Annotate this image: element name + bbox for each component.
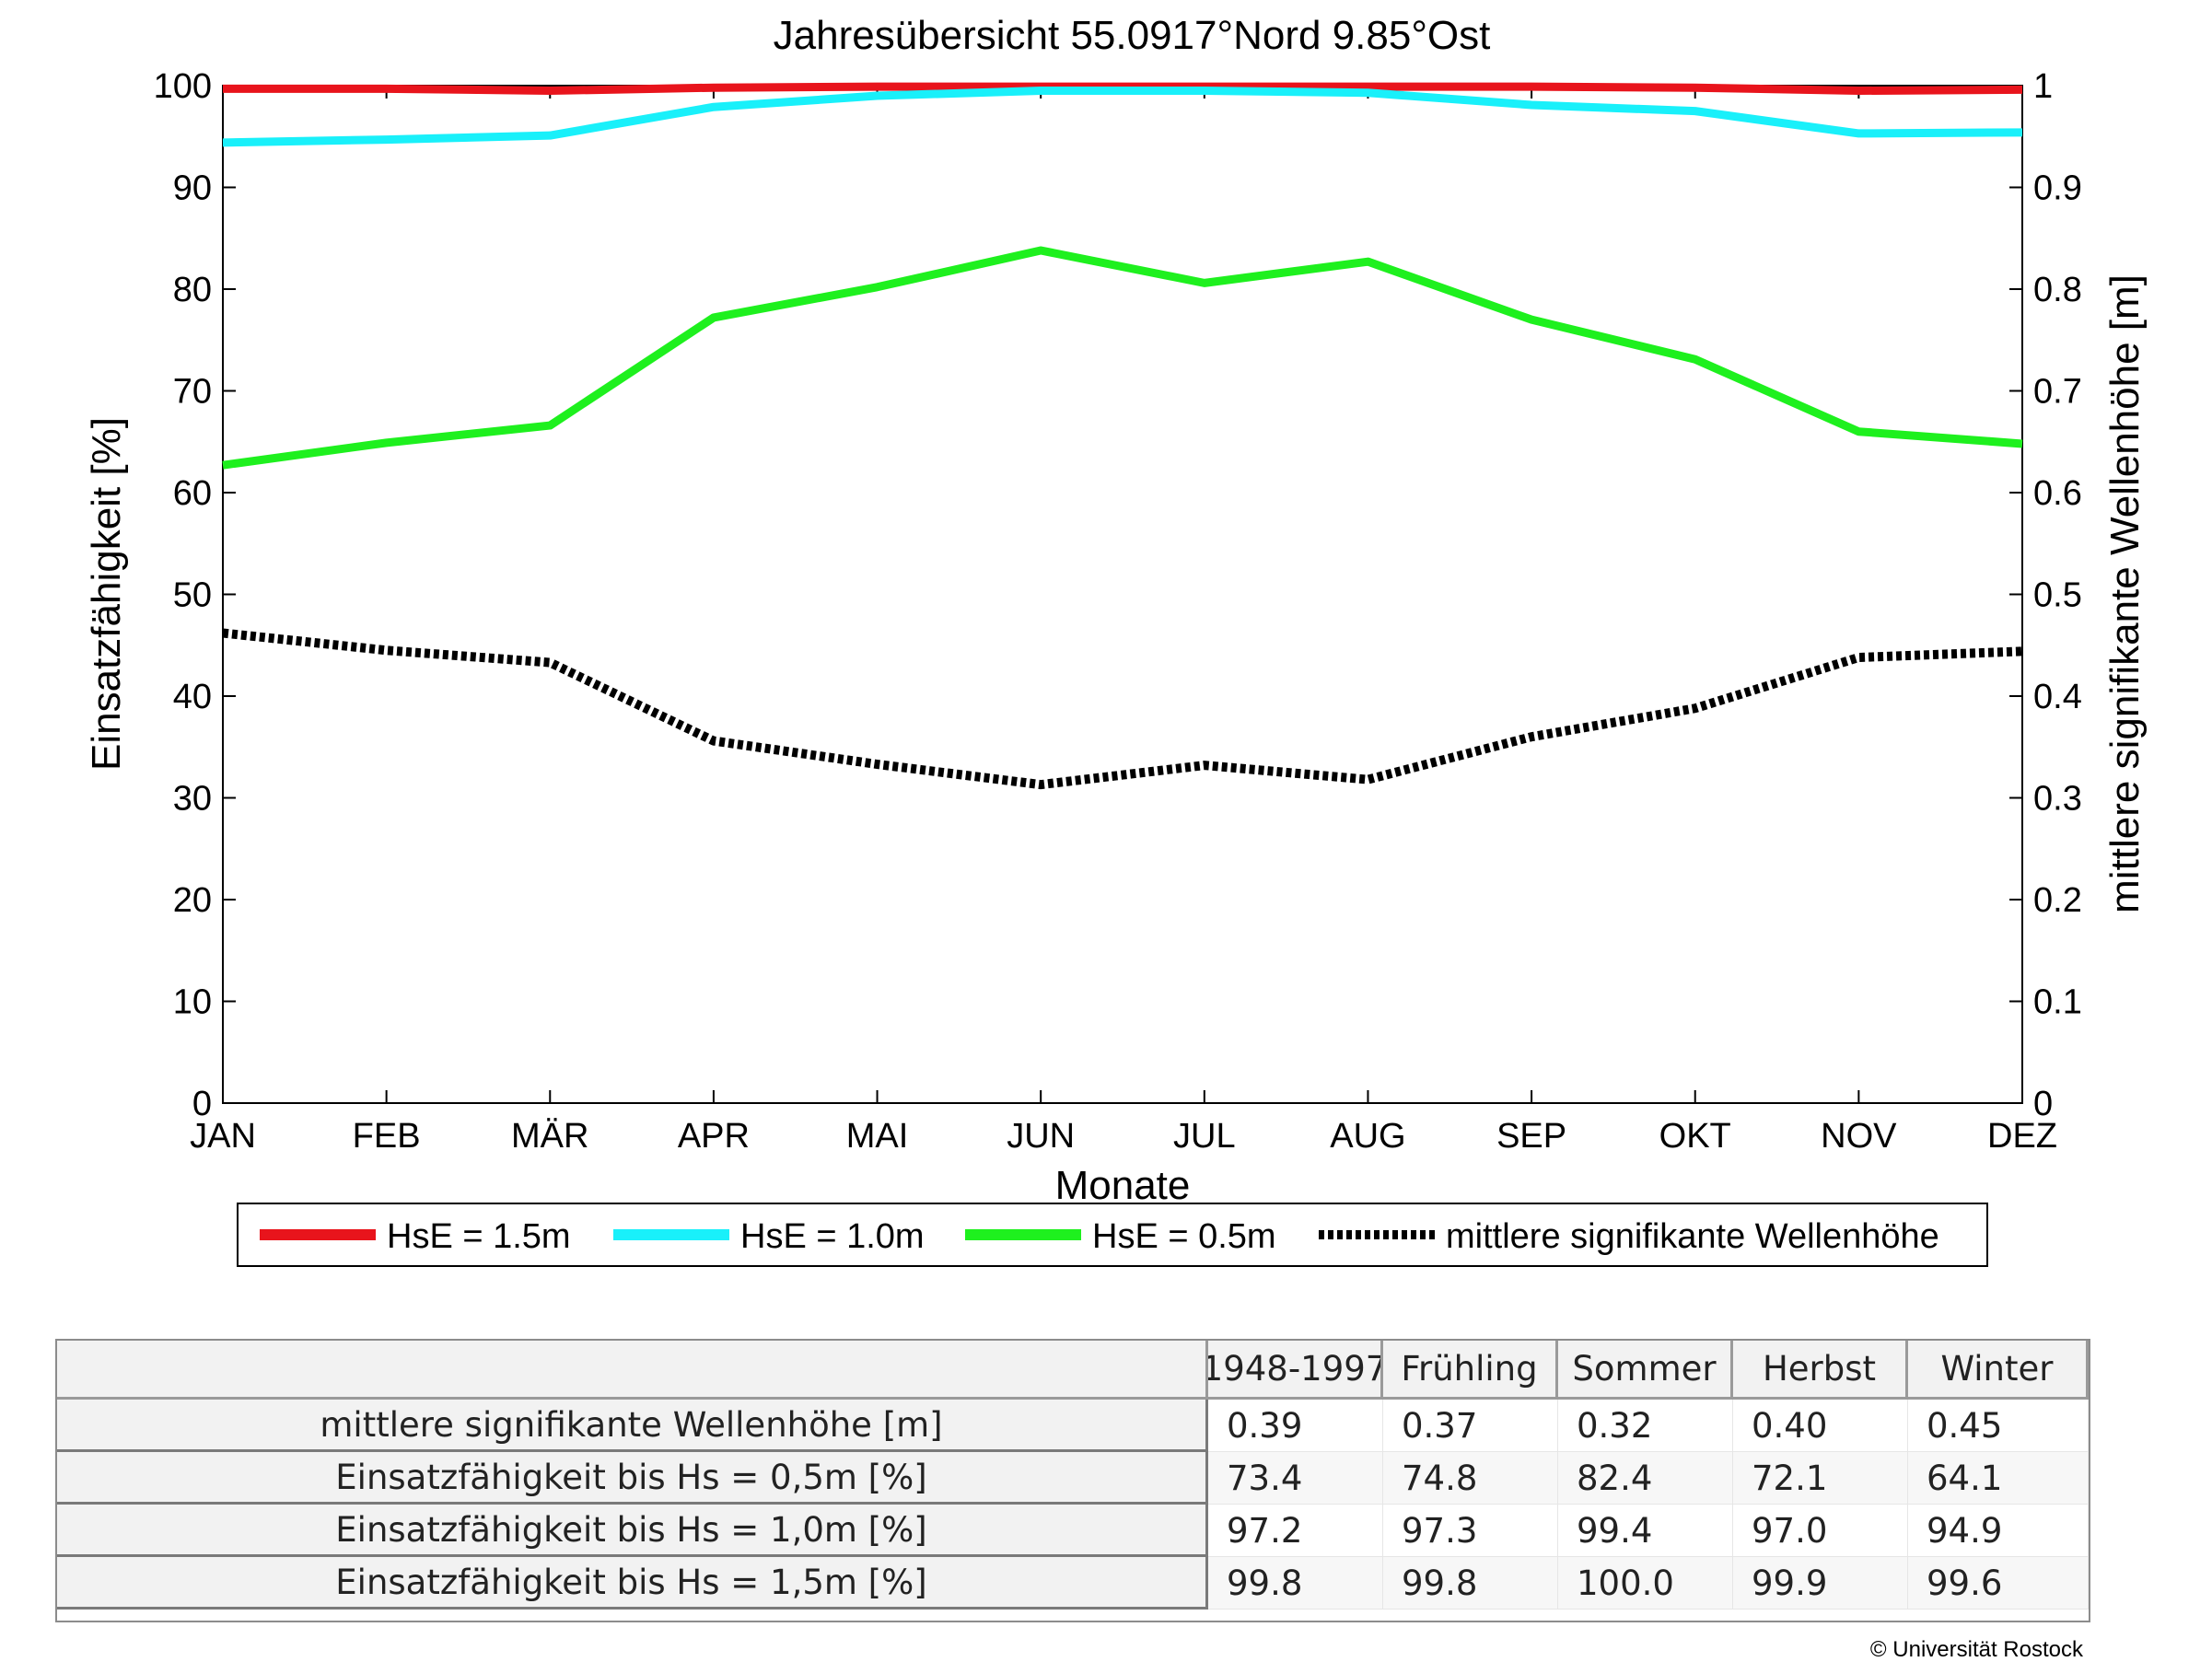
- table-cell: 0.39: [1208, 1400, 1383, 1452]
- x-tick-label: JUN: [1007, 1117, 1075, 1156]
- y-tick-label-left: 30: [173, 780, 212, 819]
- table-cell: 0.32: [1558, 1400, 1733, 1452]
- y-tick-label-right: 0.9: [2033, 169, 2082, 208]
- table-row: mittlere signifikante Wellenhöhe [m] 0.3…: [57, 1400, 2089, 1452]
- copyright-note: © Universität Rostock: [1869, 1637, 2083, 1662]
- table-cell: 100.0: [1558, 1557, 1733, 1610]
- x-tick-label: FEB: [353, 1117, 421, 1156]
- table-row-label: Einsatzfähigkeit bis Hs = 0,5m [%]: [57, 1452, 1208, 1505]
- table-cell: 64.1: [1908, 1452, 2089, 1505]
- table-header-cell: Sommer: [1558, 1341, 1733, 1400]
- table-row-label: mittlere signifikante Wellenhöhe [m]: [57, 1400, 1208, 1452]
- x-tick-label: JUL: [1173, 1117, 1236, 1156]
- x-axis-label: Monate: [1055, 1163, 1191, 1208]
- x-tick-label: MÄR: [511, 1117, 588, 1156]
- x-tick-label: OKT: [1659, 1117, 1731, 1156]
- table-cell: 99.4: [1558, 1505, 1733, 1557]
- table-cell: 99.9: [1733, 1557, 1908, 1610]
- table-cell: 74.8: [1383, 1452, 1558, 1505]
- table-cell: 99.8: [1208, 1557, 1383, 1610]
- series-line: [222, 628, 2023, 790]
- legend: [237, 1203, 1988, 1267]
- table-cell: 97.0: [1733, 1505, 1908, 1557]
- legend-item: HsE = 1.0m: [740, 1217, 925, 1256]
- x-tick-label: MAI: [846, 1117, 909, 1156]
- y-tick-label-left: 20: [173, 881, 212, 920]
- y-tick-label-left: 80: [173, 271, 212, 309]
- y-tick-label-left: 50: [173, 576, 212, 615]
- y-tick-label-right: 0.6: [2033, 474, 2082, 513]
- chart: 0 10 20 30 40 50 60 70 80 90 100 0 0.1 0.2 0.3 0.4 0.5 0.…: [84, 13, 2148, 1267]
- table-header-row: 1948-1997 Frühling Sommer Herbst Winter: [57, 1341, 2089, 1400]
- table-row: Einsatzfähigkeit bis Hs = 0,5m [%] 73.4 …: [57, 1452, 2089, 1505]
- y-tick-label-right: 1: [2033, 67, 2053, 106]
- table-cell: 72.1: [1733, 1452, 1908, 1505]
- table-header-cell: Winter: [1908, 1341, 2089, 1400]
- table-row-label: Einsatzfähigkeit bis Hs = 1,0m [%]: [57, 1505, 1208, 1557]
- y-tick-label-right: 0.4: [2033, 678, 2082, 716]
- table-cell: 82.4: [1558, 1452, 1733, 1505]
- summary-table: 1948-1997 Frühling Sommer Herbst Winter …: [55, 1339, 2090, 1622]
- table-cell: 97.2: [1208, 1505, 1383, 1557]
- y-tick-label-right: 0: [2033, 1085, 2053, 1123]
- x-tick-label: SEP: [1496, 1117, 1566, 1156]
- legend-item: mittlere signifikante Wellenhöhe: [1446, 1217, 1939, 1256]
- table-cell: 94.9: [1908, 1505, 2089, 1557]
- y-tick-label-right: 0.7: [2033, 373, 2082, 412]
- table-cell: 0.40: [1733, 1400, 1908, 1452]
- y-tick-label-right: 0.3: [2033, 780, 2082, 819]
- x-tick-label: APR: [678, 1117, 750, 1156]
- y-axis-label-right: mittlere signifikante Wellenhöhe [m]: [2102, 274, 2148, 913]
- series-line: [222, 246, 2023, 470]
- y-tick-label-left: 10: [173, 983, 212, 1022]
- chart-title: Jahresübersicht 55.0917°Nord 9.85°Ost: [774, 13, 1491, 58]
- x-tick-label: DEZ: [1987, 1117, 2057, 1156]
- series-line: [222, 87, 2023, 147]
- x-tick-label: NOV: [1821, 1117, 1897, 1156]
- table-row: Einsatzfähigkeit bis Hs = 1,0m [%] 97.2 …: [57, 1505, 2089, 1557]
- y-tick-label-left: 100: [154, 67, 212, 106]
- table-cell: 73.4: [1208, 1452, 1383, 1505]
- y-tick-label-left: 70: [173, 373, 212, 412]
- table-header-cell: Herbst: [1733, 1341, 1908, 1400]
- y-tick-label-left: 0: [192, 1085, 212, 1123]
- legend-item: HsE = 1.5m: [387, 1217, 571, 1256]
- table-cell: 99.6: [1908, 1557, 2089, 1610]
- table-row-label: Einsatzfähigkeit bis Hs = 1,5m [%]: [57, 1557, 1208, 1610]
- x-tick-label: JAN: [190, 1117, 256, 1156]
- table-cell: 0.37: [1383, 1400, 1558, 1452]
- table-header-corner: [57, 1341, 1208, 1400]
- y-tick-label-right: 0.8: [2033, 271, 2082, 309]
- y-tick-label-left: 60: [173, 474, 212, 513]
- y-tick-label-right: 0.5: [2033, 576, 2082, 615]
- y-tick-label-right: 0.1: [2033, 983, 2082, 1022]
- y-axis-label-left: Einsatzfähigkeit [%]: [84, 417, 129, 771]
- y-tick-label-right: 0.2: [2033, 881, 2082, 920]
- table-cell: 0.45: [1908, 1400, 2089, 1452]
- table-header-cell: Frühling: [1383, 1341, 1558, 1400]
- y-tick-label-left: 40: [173, 678, 212, 716]
- x-tick-label: AUG: [1330, 1117, 1405, 1156]
- table-cell: 97.3: [1383, 1505, 1558, 1557]
- y-tick-label-left: 90: [173, 169, 212, 208]
- legend-item: HsE = 0.5m: [1092, 1217, 1276, 1256]
- table-header-cell: 1948-1997: [1208, 1341, 1383, 1400]
- plot-area: [222, 85, 2023, 1104]
- table-row: Einsatzfähigkeit bis Hs = 1,5m [%] 99.8 …: [57, 1557, 2089, 1610]
- table-cell: 99.8: [1383, 1557, 1558, 1610]
